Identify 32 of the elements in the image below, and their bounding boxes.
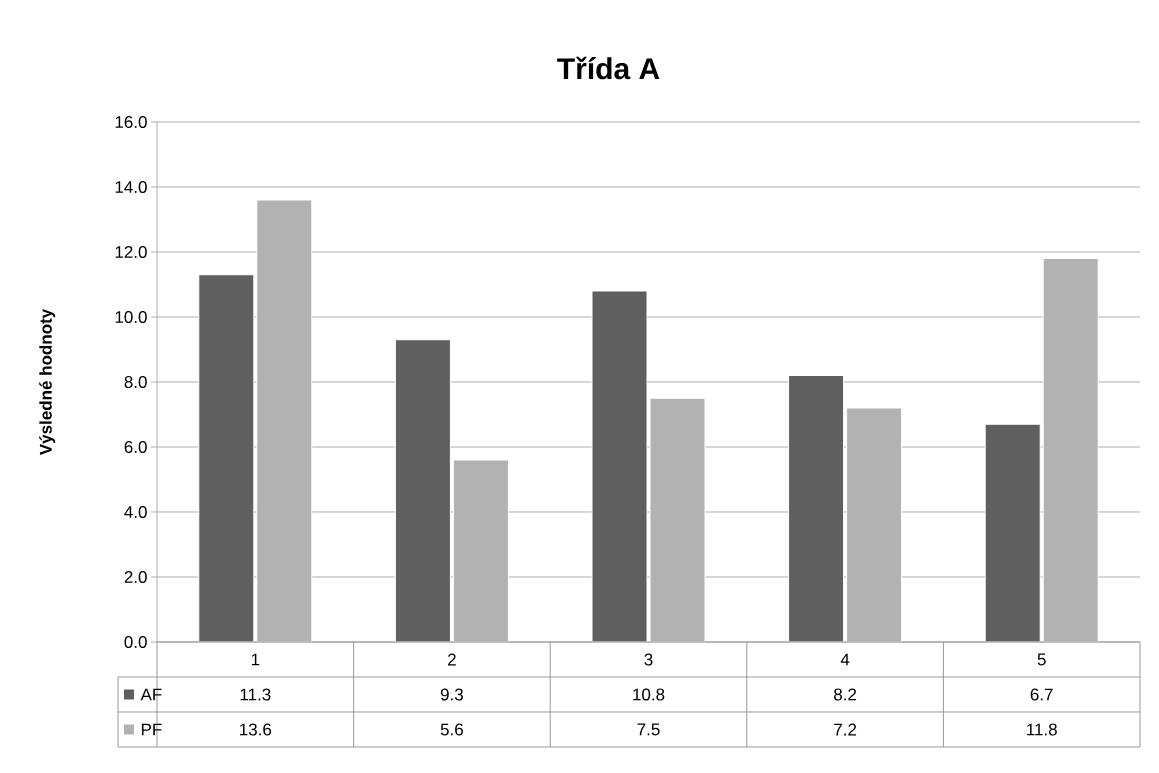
data-label: 11.3 <box>240 688 271 701</box>
data-label: 7.5 <box>637 723 660 736</box>
bar <box>788 375 845 643</box>
x-tick-label: 5 <box>1037 653 1046 666</box>
y-tick-label: 2.0 <box>124 570 147 584</box>
y-tick-label: 6.0 <box>124 440 147 454</box>
x-tick-label: 3 <box>644 653 653 666</box>
bar <box>198 274 255 643</box>
data-label: 13.6 <box>240 723 272 736</box>
x-tick-label: 2 <box>448 653 456 666</box>
chart-title: Třída A <box>557 56 660 80</box>
y-tick-label: 8.0 <box>124 375 147 389</box>
data-label: 9.3 <box>440 688 463 701</box>
legend-label: AF <box>140 688 162 701</box>
x-tick-label: 1 <box>251 653 260 666</box>
y-tick-label: 14.0 <box>115 180 147 194</box>
y-tick-label: 16.0 <box>115 115 147 129</box>
y-tick-label: 0.0 <box>124 635 147 649</box>
data-label: 10.8 <box>633 688 665 701</box>
y-axis-title: Výsledné hodnoty <box>39 308 56 456</box>
data-label: 6.7 <box>1030 688 1053 701</box>
data-label: 8.2 <box>834 688 857 701</box>
data-label: 7.2 <box>834 723 857 736</box>
bar <box>394 339 451 643</box>
legend-label: PF <box>141 723 162 736</box>
x-tick-label: 4 <box>840 653 850 666</box>
y-tick-label: 12.0 <box>115 245 147 259</box>
data-label: 5.6 <box>440 723 463 736</box>
y-tick-label: 10.0 <box>115 310 147 324</box>
y-tick-label: 4.0 <box>124 505 147 519</box>
data-label: 11.8 <box>1027 723 1057 736</box>
bar <box>984 423 1041 643</box>
